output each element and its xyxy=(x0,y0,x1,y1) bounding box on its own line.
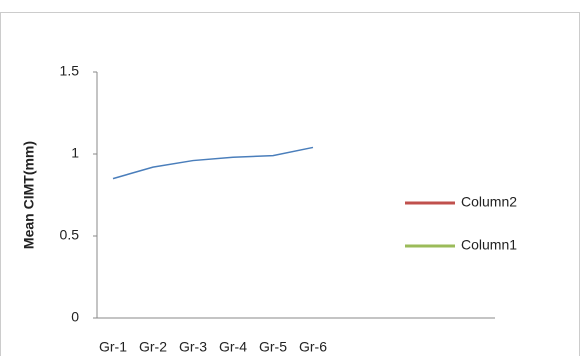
y-axis-title: Mean CIMT(mm) xyxy=(21,141,37,249)
legend-label: Column2 xyxy=(461,194,517,210)
chart-border xyxy=(0,12,580,361)
x-tick-label: Gr-5 xyxy=(259,339,287,355)
data-line xyxy=(112,146,314,180)
y-tick-label: 0.5 xyxy=(60,227,80,243)
y-tick-label: 1.5 xyxy=(60,63,80,79)
y-tick-label: 1 xyxy=(71,145,79,161)
legend-label: Column1 xyxy=(461,237,517,253)
x-tick-label: Gr-2 xyxy=(139,339,167,355)
y-tick-label: 0 xyxy=(71,309,79,325)
x-tick-label: Gr-3 xyxy=(179,339,207,355)
x-tick-label: Gr-4 xyxy=(219,339,247,355)
x-tick-label: Gr-6 xyxy=(299,339,327,355)
x-tick-label: Gr-1 xyxy=(99,339,127,355)
